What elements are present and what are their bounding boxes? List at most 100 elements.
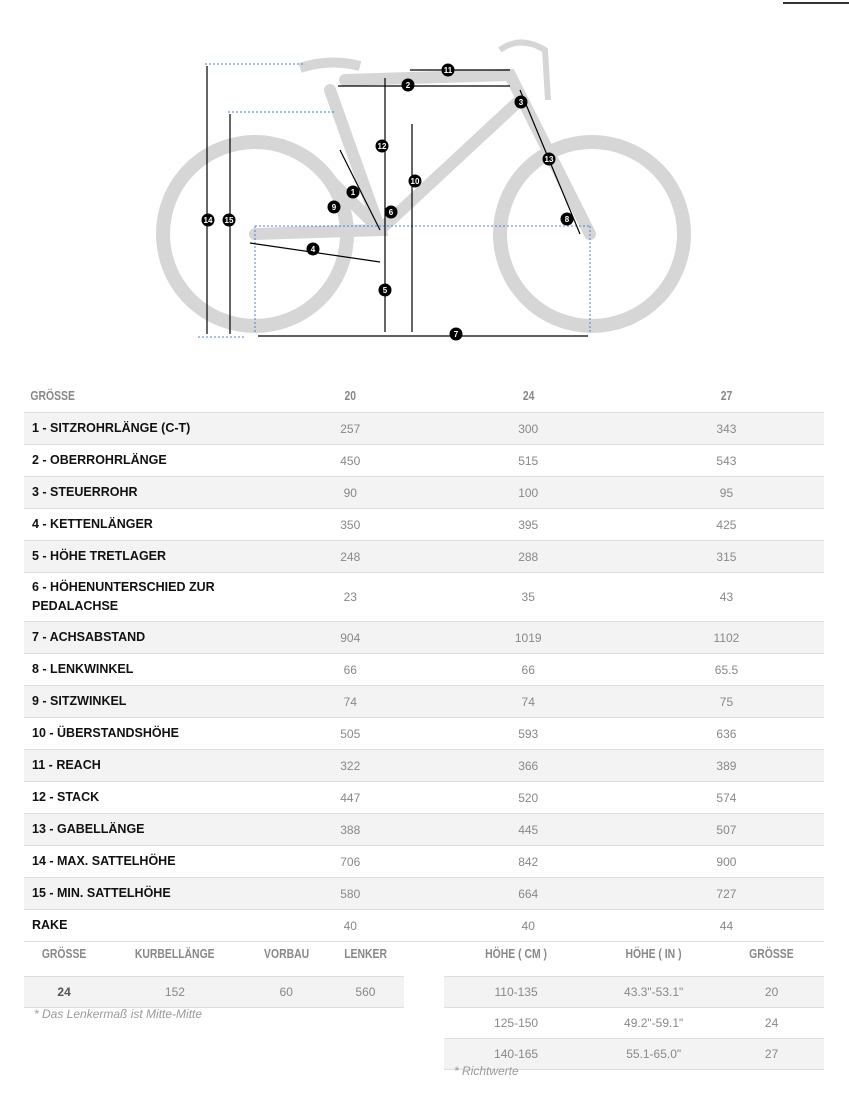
marker-label: 15 xyxy=(225,216,234,225)
column-header: GRÖSSE xyxy=(30,387,75,403)
cell: 904 xyxy=(273,621,428,654)
cell: 44 xyxy=(628,909,824,942)
cell: 110-135 xyxy=(444,976,589,1008)
cell: 366 xyxy=(427,749,629,782)
cell: 520 xyxy=(427,781,629,814)
cell: 75 xyxy=(628,685,824,718)
column-header: 20 xyxy=(344,387,357,403)
cell: 27 xyxy=(719,1038,824,1070)
table-row: 6 - HÖHENUNTERSCHIED ZUR PEDALACHSE 23 35 4… xyxy=(24,572,824,622)
dimension-marker: 2 xyxy=(401,78,415,92)
dimension-marker: 6 xyxy=(384,205,398,219)
row-label: 11 - REACH xyxy=(24,749,273,782)
cell: 574 xyxy=(628,781,824,814)
column-header: KURBELLÄNGE xyxy=(135,945,215,961)
dimension-marker: 14 xyxy=(201,213,215,227)
sizing-table: HÖHE ( CM ) HÖHE ( IN ) GRÖSSE 110-135 43… xyxy=(444,930,824,1070)
geometry-table: GRÖSSE 20 24 27 1 - SITZROHRLÄNGE (C-T) 2… xyxy=(24,378,824,942)
table-row: 24 152 60 560 xyxy=(24,976,404,1008)
marker-label: 6 xyxy=(389,208,394,217)
column-header: GRÖSSE xyxy=(41,945,87,961)
cell: 593 xyxy=(427,717,629,750)
row-label: 6 - HÖHENUNTERSCHIED ZUR PEDALACHSE xyxy=(24,572,273,622)
dimension-marker: 8 xyxy=(560,212,574,226)
table-row: 3 - STEUERROHR 90 100 95 xyxy=(24,476,824,509)
front-wheel xyxy=(493,135,691,333)
cell: 152 xyxy=(104,976,246,1008)
marker-label: 8 xyxy=(565,215,570,224)
cell: 35 xyxy=(427,572,629,622)
handlebar-note: * Das Lenkermaß ist Mitte-Mitte xyxy=(34,1007,203,1021)
cell: 66 xyxy=(273,653,428,686)
column-header: HÖHE ( IN ) xyxy=(625,945,682,961)
table-row: 140-165 55.1-65.0" 27 xyxy=(444,1038,824,1070)
cell: 43 xyxy=(628,572,824,622)
sizing-note: * Richtwerte xyxy=(454,1064,519,1078)
cell: 43.3"-53.1" xyxy=(588,976,720,1008)
row-label: 7 - ACHSABSTAND xyxy=(24,621,273,654)
dimension-marker: 15 xyxy=(222,213,236,227)
table-row: RAKE 40 40 44 xyxy=(24,909,824,942)
cell: 90 xyxy=(273,476,428,509)
cell: 23 xyxy=(273,572,428,622)
cell: 1102 xyxy=(628,621,824,654)
row-label: 3 - STEUERROHR xyxy=(24,476,273,509)
marker-label: 4 xyxy=(311,245,316,254)
cell: 505 xyxy=(273,717,428,750)
cell: 388 xyxy=(273,813,428,846)
cell: 447 xyxy=(273,781,428,814)
marker-label: 1 xyxy=(351,188,356,197)
dimension-marker: 1 xyxy=(346,185,360,199)
row-label: 10 - ÜBERSTANDSHÖHE xyxy=(24,717,273,750)
top-divider xyxy=(783,2,849,4)
components-table: GRÖSSE KURBELLÄNGE VORBAU LENKER 24 152 … xyxy=(24,930,404,1008)
marker-label: 12 xyxy=(378,142,387,151)
cell: 322 xyxy=(273,749,428,782)
dimension-marker: 10 xyxy=(408,174,422,188)
cell: 842 xyxy=(427,845,629,878)
cell: 125-150 xyxy=(444,1007,589,1039)
marker-label: 3 xyxy=(519,98,524,107)
cell: 664 xyxy=(427,877,629,910)
cell: 66 xyxy=(427,653,629,686)
table-row: 15 - MIN. SATTELHÖHE 580 664 727 xyxy=(24,877,824,910)
cell: 343 xyxy=(628,412,824,445)
cell: 300 xyxy=(427,412,629,445)
table-row: 1 - SITZROHRLÄNGE (C-T) 257 300 343 xyxy=(24,412,824,445)
cell: 248 xyxy=(273,540,428,573)
table-row: 10 - ÜBERSTANDSHÖHE 505 593 636 xyxy=(24,717,824,750)
cell: 140-165 xyxy=(444,1038,589,1070)
cell: 395 xyxy=(427,508,629,541)
cell: 706 xyxy=(273,845,428,878)
table-row: 125-150 49.2"-59.1" 24 xyxy=(444,1007,824,1039)
cell: 49.2"-59.1" xyxy=(588,1007,720,1039)
cell: 543 xyxy=(628,444,824,477)
dimension-marker: 5 xyxy=(378,283,392,297)
cell: 100 xyxy=(427,476,629,509)
table-row: 7 - ACHSABSTAND 904 1019 1102 xyxy=(24,621,824,654)
dimension-marker: 11 xyxy=(441,63,455,77)
cell: 580 xyxy=(273,877,428,910)
marker-label: 2 xyxy=(406,81,411,90)
cell: 727 xyxy=(628,877,824,910)
marker-label: 11 xyxy=(444,66,453,75)
marker-label: 14 xyxy=(204,216,213,225)
cell: 515 xyxy=(427,444,629,477)
table-row: 4 - KETTENLÄNGER 350 395 425 xyxy=(24,508,824,541)
row-label: 12 - STACK xyxy=(24,781,273,814)
cell: 445 xyxy=(427,813,629,846)
row-label: RAKE xyxy=(24,909,273,942)
column-header: 27 xyxy=(720,387,733,403)
cell: 560 xyxy=(326,976,404,1008)
dimension-marker: 3 xyxy=(514,95,528,109)
row-label: 8 - LENKWINKEL xyxy=(24,653,273,686)
table-row: 8 - LENKWINKEL 66 66 65.5 xyxy=(24,653,824,686)
marker-label: 10 xyxy=(411,177,420,186)
cell: 74 xyxy=(427,685,629,718)
table-row: 13 - GABELLÄNGE 388 445 507 xyxy=(24,813,824,846)
cell: 288 xyxy=(427,540,629,573)
cell: 74 xyxy=(273,685,428,718)
row-label: 5 - HÖHE TRETLAGER xyxy=(24,540,273,573)
dimension-marker: 7 xyxy=(449,327,463,341)
row-label: 9 - SITZWINKEL xyxy=(24,685,273,718)
